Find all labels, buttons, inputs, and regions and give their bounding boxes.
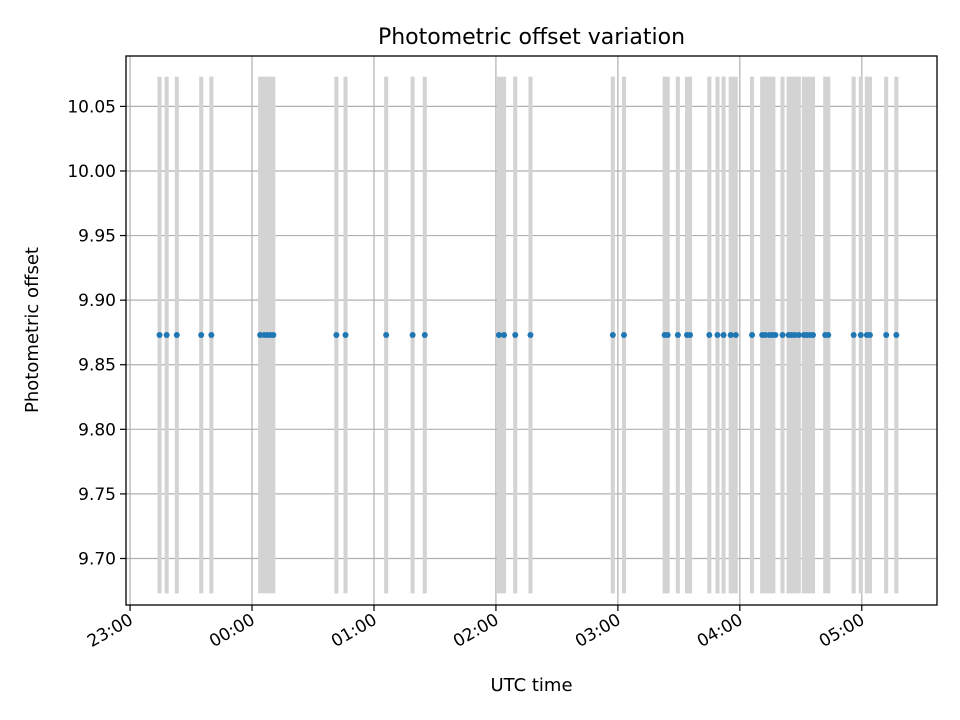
y-tick-label: 9.90 xyxy=(78,291,116,311)
y-tick-label: 10.05 xyxy=(67,97,116,117)
data-point xyxy=(727,332,734,339)
data-point xyxy=(749,332,756,339)
data-point xyxy=(706,332,713,339)
data-point xyxy=(893,332,900,339)
y-tick-label: 9.70 xyxy=(78,549,116,569)
data-point xyxy=(501,332,508,339)
data-point xyxy=(409,332,416,339)
plot-frame xyxy=(125,55,938,606)
data-point xyxy=(795,332,802,339)
data-point xyxy=(664,332,671,339)
x-tick-label: 05:00 xyxy=(816,610,868,652)
data-point xyxy=(714,332,721,339)
x-tick-label: 01:00 xyxy=(328,610,380,652)
data-point xyxy=(156,332,163,339)
data-point xyxy=(720,332,727,339)
x-tick-label: 02:00 xyxy=(450,610,502,652)
data-point xyxy=(198,332,205,339)
y-tick-label: 10.00 xyxy=(67,162,116,182)
y-tick-label: 9.95 xyxy=(78,227,116,247)
data-point xyxy=(527,332,534,339)
data-point xyxy=(512,332,519,339)
data-point xyxy=(421,332,428,339)
data-point xyxy=(850,332,857,339)
data-point xyxy=(687,332,694,339)
data-point xyxy=(825,332,832,339)
y-axis-label: Photometric offset xyxy=(22,247,43,413)
data-point xyxy=(163,332,170,339)
x-tick-label: 00:00 xyxy=(206,610,258,652)
data-point xyxy=(342,332,349,339)
x-tick-label: 04:00 xyxy=(694,610,746,652)
y-tick-label: 9.75 xyxy=(78,485,116,505)
data-point xyxy=(732,332,739,339)
data-point xyxy=(270,332,277,339)
x-tick-label: 23:00 xyxy=(84,610,136,652)
data-point xyxy=(383,332,390,339)
data-point xyxy=(857,332,864,339)
data-point xyxy=(333,332,340,339)
data-point xyxy=(883,332,890,339)
data-point xyxy=(866,332,873,339)
data-point xyxy=(609,332,616,339)
data-point xyxy=(620,332,627,339)
x-axis-label: UTC time xyxy=(490,675,572,696)
x-tick-label: 03:00 xyxy=(572,610,624,652)
data-point xyxy=(495,332,502,339)
data-point xyxy=(810,332,817,339)
y-tick-label: 9.85 xyxy=(78,356,116,376)
ticks: 9.70 9.75 9.80 9.85 9.90 9.95 10.00 10.05 23:00 0… xyxy=(67,97,868,651)
data-points xyxy=(156,332,900,339)
data-point xyxy=(208,332,215,339)
y-tick-label: 9.80 xyxy=(78,420,116,440)
data-point xyxy=(173,332,180,339)
data-point xyxy=(772,332,779,339)
chart-title: Photometric offset variation xyxy=(378,25,685,50)
data-point xyxy=(674,332,681,339)
data-point xyxy=(779,332,786,339)
